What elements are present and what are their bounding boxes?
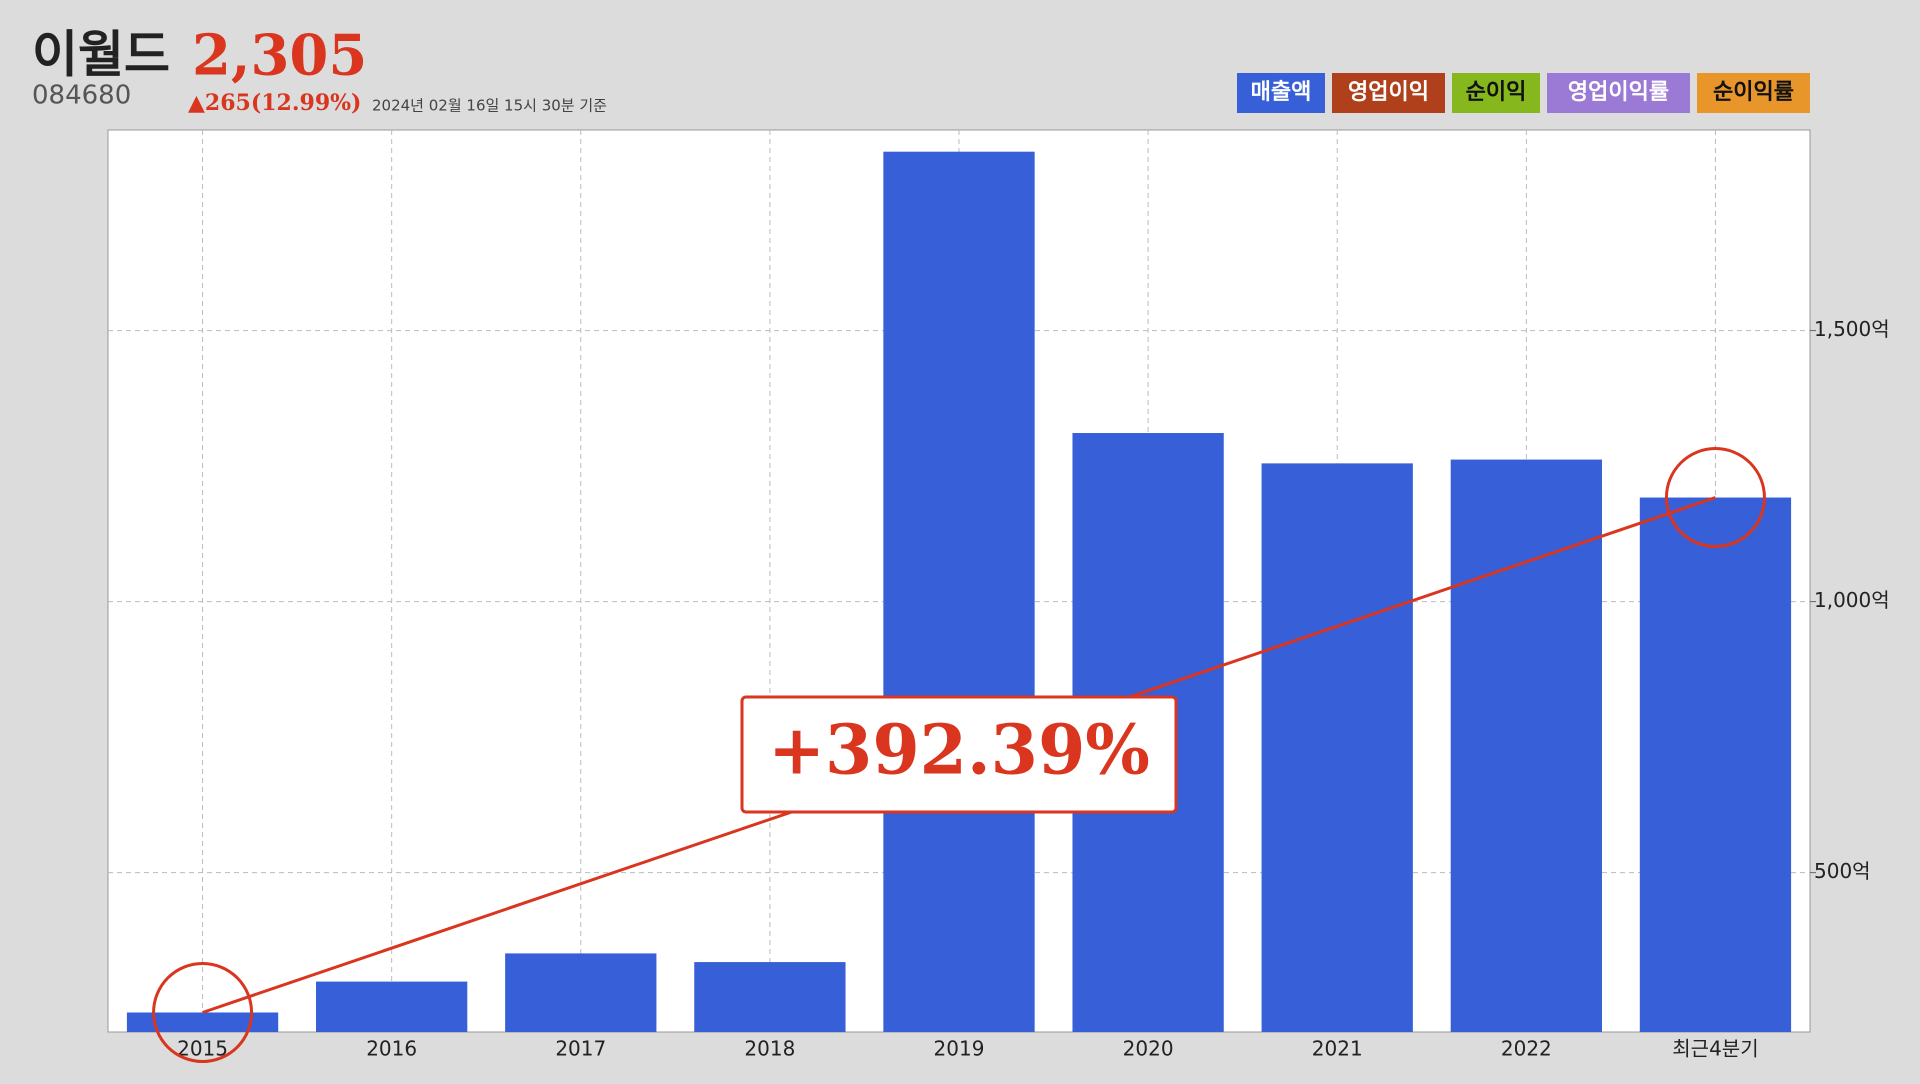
bar bbox=[1639, 497, 1792, 1033]
legend-label[interactable]: 영업이익 bbox=[1348, 80, 1429, 105]
annotation-box bbox=[740, 695, 1178, 814]
y-tick-label: 500억 bbox=[1814, 859, 1871, 883]
x-tick-label: 2016 bbox=[366, 1037, 417, 1061]
legend-label[interactable]: 매출액 bbox=[1251, 80, 1312, 105]
x-tick-label: 2020 bbox=[1123, 1037, 1174, 1061]
legend-button[interactable] bbox=[1697, 73, 1810, 113]
legend-button[interactable] bbox=[1332, 73, 1445, 113]
x-tick-label: 2015 bbox=[177, 1037, 228, 1061]
timestamp: 2024년 02월 16일 15시 30분 기준 bbox=[372, 97, 607, 115]
legend-label[interactable]: 순이익 bbox=[1466, 80, 1527, 105]
x-tick-label: 2022 bbox=[1501, 1037, 1552, 1061]
price: 2,305 bbox=[192, 23, 367, 89]
y-tick-label: 1,500억 bbox=[1814, 317, 1890, 341]
x-tick-label: 최근4분기 bbox=[1672, 1037, 1758, 1061]
stock-code: 084680 bbox=[32, 81, 131, 111]
x-tick-label: 2021 bbox=[1312, 1037, 1363, 1061]
bar bbox=[883, 151, 1035, 1033]
annotation: +392.39% bbox=[768, 711, 1150, 791]
bar bbox=[126, 1012, 279, 1032]
bar bbox=[1261, 463, 1413, 1032]
bar bbox=[505, 953, 657, 1032]
highlight-circle bbox=[1664, 447, 1766, 549]
highlight-circle bbox=[152, 961, 254, 1063]
bar bbox=[316, 981, 468, 1032]
bar bbox=[694, 962, 846, 1032]
bar bbox=[1450, 459, 1602, 1033]
legend-label[interactable]: 영업이익률 bbox=[1568, 80, 1669, 105]
legend-button[interactable] bbox=[1237, 73, 1325, 113]
legend-label[interactable]: 순이익률 bbox=[1713, 80, 1794, 105]
x-tick-label: 2019 bbox=[934, 1037, 985, 1061]
y-tick-label: 1,000억 bbox=[1814, 588, 1890, 612]
legend-button[interactable] bbox=[1547, 73, 1690, 113]
x-tick-label: 2018 bbox=[744, 1037, 795, 1061]
price-change: ▲265(12.99%) bbox=[188, 90, 361, 116]
x-tick-label: 2017 bbox=[555, 1037, 606, 1061]
stock-name: 이월드 bbox=[32, 26, 170, 84]
legend-button[interactable] bbox=[1452, 73, 1540, 113]
